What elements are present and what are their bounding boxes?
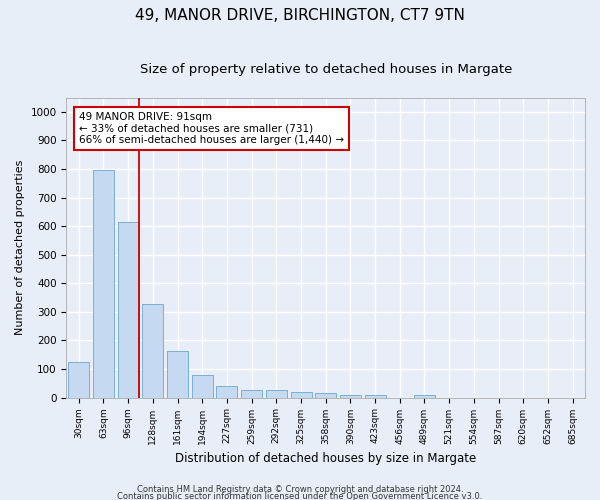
- Bar: [365, 394, 386, 398]
- Bar: [93, 170, 114, 398]
- Text: Contains public sector information licensed under the Open Government Licence v3: Contains public sector information licen…: [118, 492, 482, 500]
- X-axis label: Distribution of detached houses by size in Margate: Distribution of detached houses by size …: [175, 452, 476, 465]
- Y-axis label: Number of detached properties: Number of detached properties: [15, 160, 25, 335]
- Text: 49 MANOR DRIVE: 91sqm
← 33% of detached houses are smaller (731)
66% of semi-det: 49 MANOR DRIVE: 91sqm ← 33% of detached …: [79, 112, 344, 145]
- Title: Size of property relative to detached houses in Margate: Size of property relative to detached ho…: [140, 62, 512, 76]
- Bar: [315, 393, 336, 398]
- Text: 49, MANOR DRIVE, BIRCHINGTON, CT7 9TN: 49, MANOR DRIVE, BIRCHINGTON, CT7 9TN: [135, 8, 465, 22]
- Bar: [414, 394, 435, 398]
- Text: Contains HM Land Registry data © Crown copyright and database right 2024.: Contains HM Land Registry data © Crown c…: [137, 485, 463, 494]
- Bar: [290, 392, 311, 398]
- Bar: [266, 390, 287, 398]
- Bar: [68, 362, 89, 398]
- Bar: [167, 352, 188, 398]
- Bar: [340, 394, 361, 398]
- Bar: [217, 386, 238, 398]
- Bar: [241, 390, 262, 398]
- Bar: [118, 222, 139, 398]
- Bar: [142, 304, 163, 398]
- Bar: [192, 376, 213, 398]
